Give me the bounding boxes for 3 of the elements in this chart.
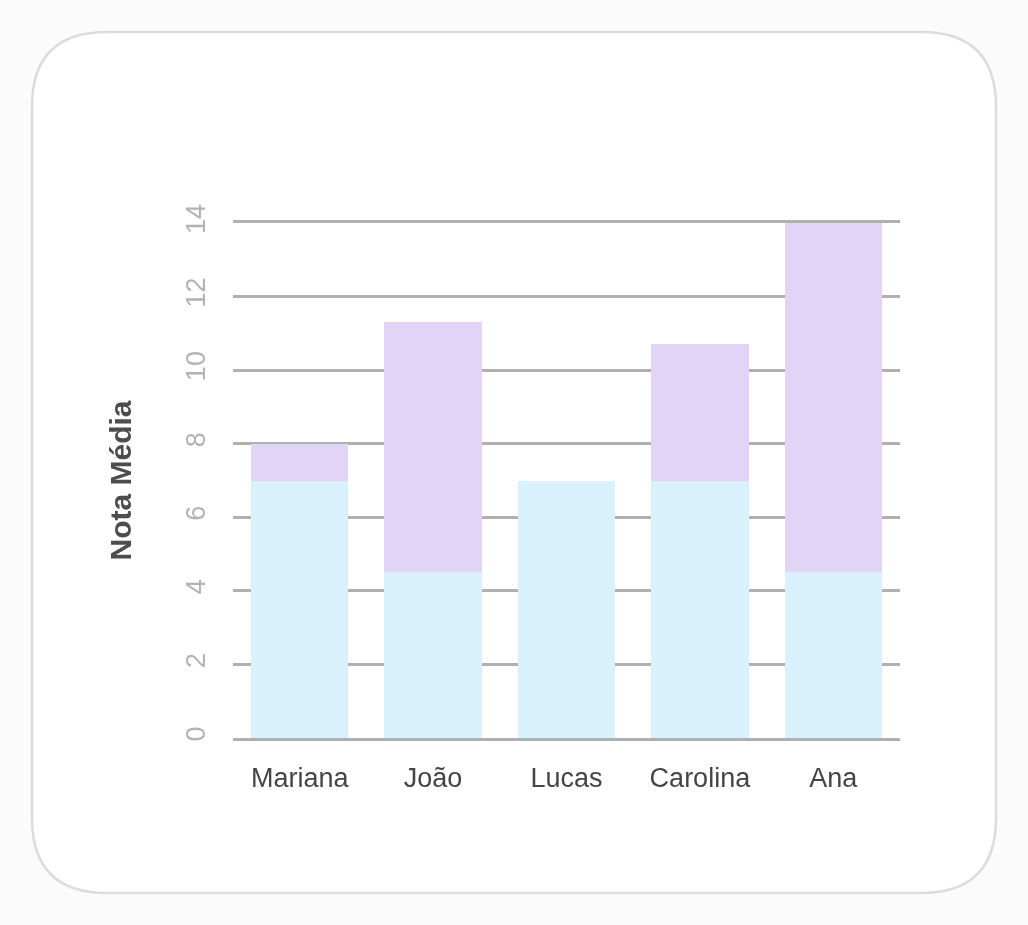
y-tick-label: 14 (180, 203, 211, 234)
y-tick-label: 10 (180, 351, 211, 382)
y-tick-label: 12 (180, 277, 211, 308)
